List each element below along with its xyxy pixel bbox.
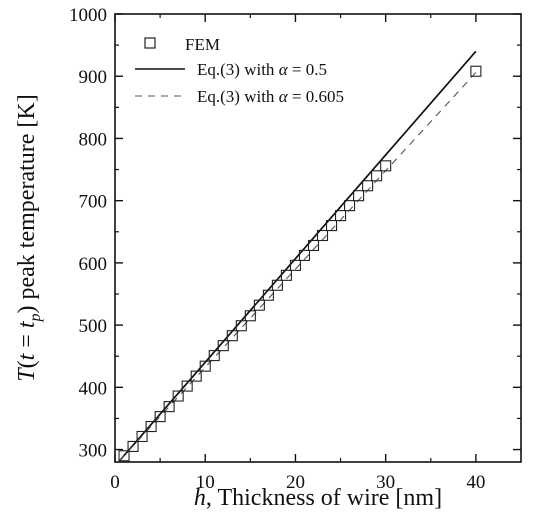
fem-point: [226, 330, 238, 342]
x-tick-label: 20: [286, 472, 305, 493]
x-tick-label: 0: [110, 472, 120, 493]
fem-point: [235, 320, 247, 332]
fem-point: [136, 430, 148, 443]
x-tick-label: 10: [196, 472, 215, 493]
fit-line-alpha-0-605: [119, 72, 477, 462]
fem-point: [181, 380, 193, 392]
y-tick-label: 400: [79, 378, 108, 399]
y-tick-label: 300: [79, 441, 108, 462]
legend-fem-label: FEM: [185, 35, 220, 54]
series-layer: [118, 50, 482, 462]
fem-point: [307, 239, 320, 252]
x-axis-title: h, Thickness of wire [nm]: [194, 485, 442, 511]
fem-point: [344, 200, 356, 212]
fem-point: [262, 289, 274, 301]
fem-point: [172, 390, 184, 402]
plot-frame: [114, 13, 522, 463]
y-tick-label: 800: [79, 129, 108, 150]
fem-point: [325, 220, 338, 232]
fem-point: [362, 180, 374, 192]
legend-solid-label: Eq.(3) with α = 0.5: [197, 60, 327, 79]
fem-point: [380, 160, 392, 172]
fem-point: [244, 310, 256, 322]
fem-point: [280, 269, 292, 281]
legend-fem-marker: [144, 37, 156, 49]
x-axis: 0 10 20 30 40: [110, 14, 485, 493]
y-axis-title-group: T(t = tp) peak temperature [K]: [14, 94, 44, 381]
x-tick-label: 40: [466, 472, 485, 493]
fem-point: [353, 190, 365, 202]
fem-point: [118, 450, 130, 462]
fem-point: [289, 259, 301, 271]
y-tick-label: 500: [79, 316, 108, 337]
y-tick-label: 600: [79, 254, 108, 275]
x-tick-label: 30: [376, 472, 395, 493]
fem-point: [217, 340, 229, 352]
legend-dashed-label: Eq.(3) with α = 0.605: [197, 87, 344, 106]
fem-point: [199, 360, 211, 372]
y-axis: 300 400 500 600 700 800 900 1000: [69, 5, 521, 462]
fem-point: [145, 420, 157, 433]
fit-line-alpha-0-5: [118, 50, 477, 462]
fem-point: [298, 249, 311, 261]
y-tick-label: 900: [79, 67, 108, 88]
legend: FEM Eq.(3) with α = 0.5 Eq.(3) with α = …: [135, 35, 344, 106]
fem-point: [163, 401, 175, 413]
fem-point: [190, 370, 202, 382]
y-tick-label: 1000: [69, 5, 107, 26]
fem-point: [470, 65, 482, 77]
fem-point: [253, 299, 265, 311]
fem-point: [127, 440, 139, 452]
fem-point: [271, 279, 283, 291]
y-tick-label: 700: [79, 192, 108, 213]
y-axis-title: T(t = tp) peak temperature [K]: [14, 94, 44, 381]
fem-point: [208, 350, 220, 362]
fem-point: [371, 170, 383, 182]
fem-point: [154, 411, 166, 423]
fem-point: [316, 229, 329, 242]
fem-point: [335, 210, 347, 222]
